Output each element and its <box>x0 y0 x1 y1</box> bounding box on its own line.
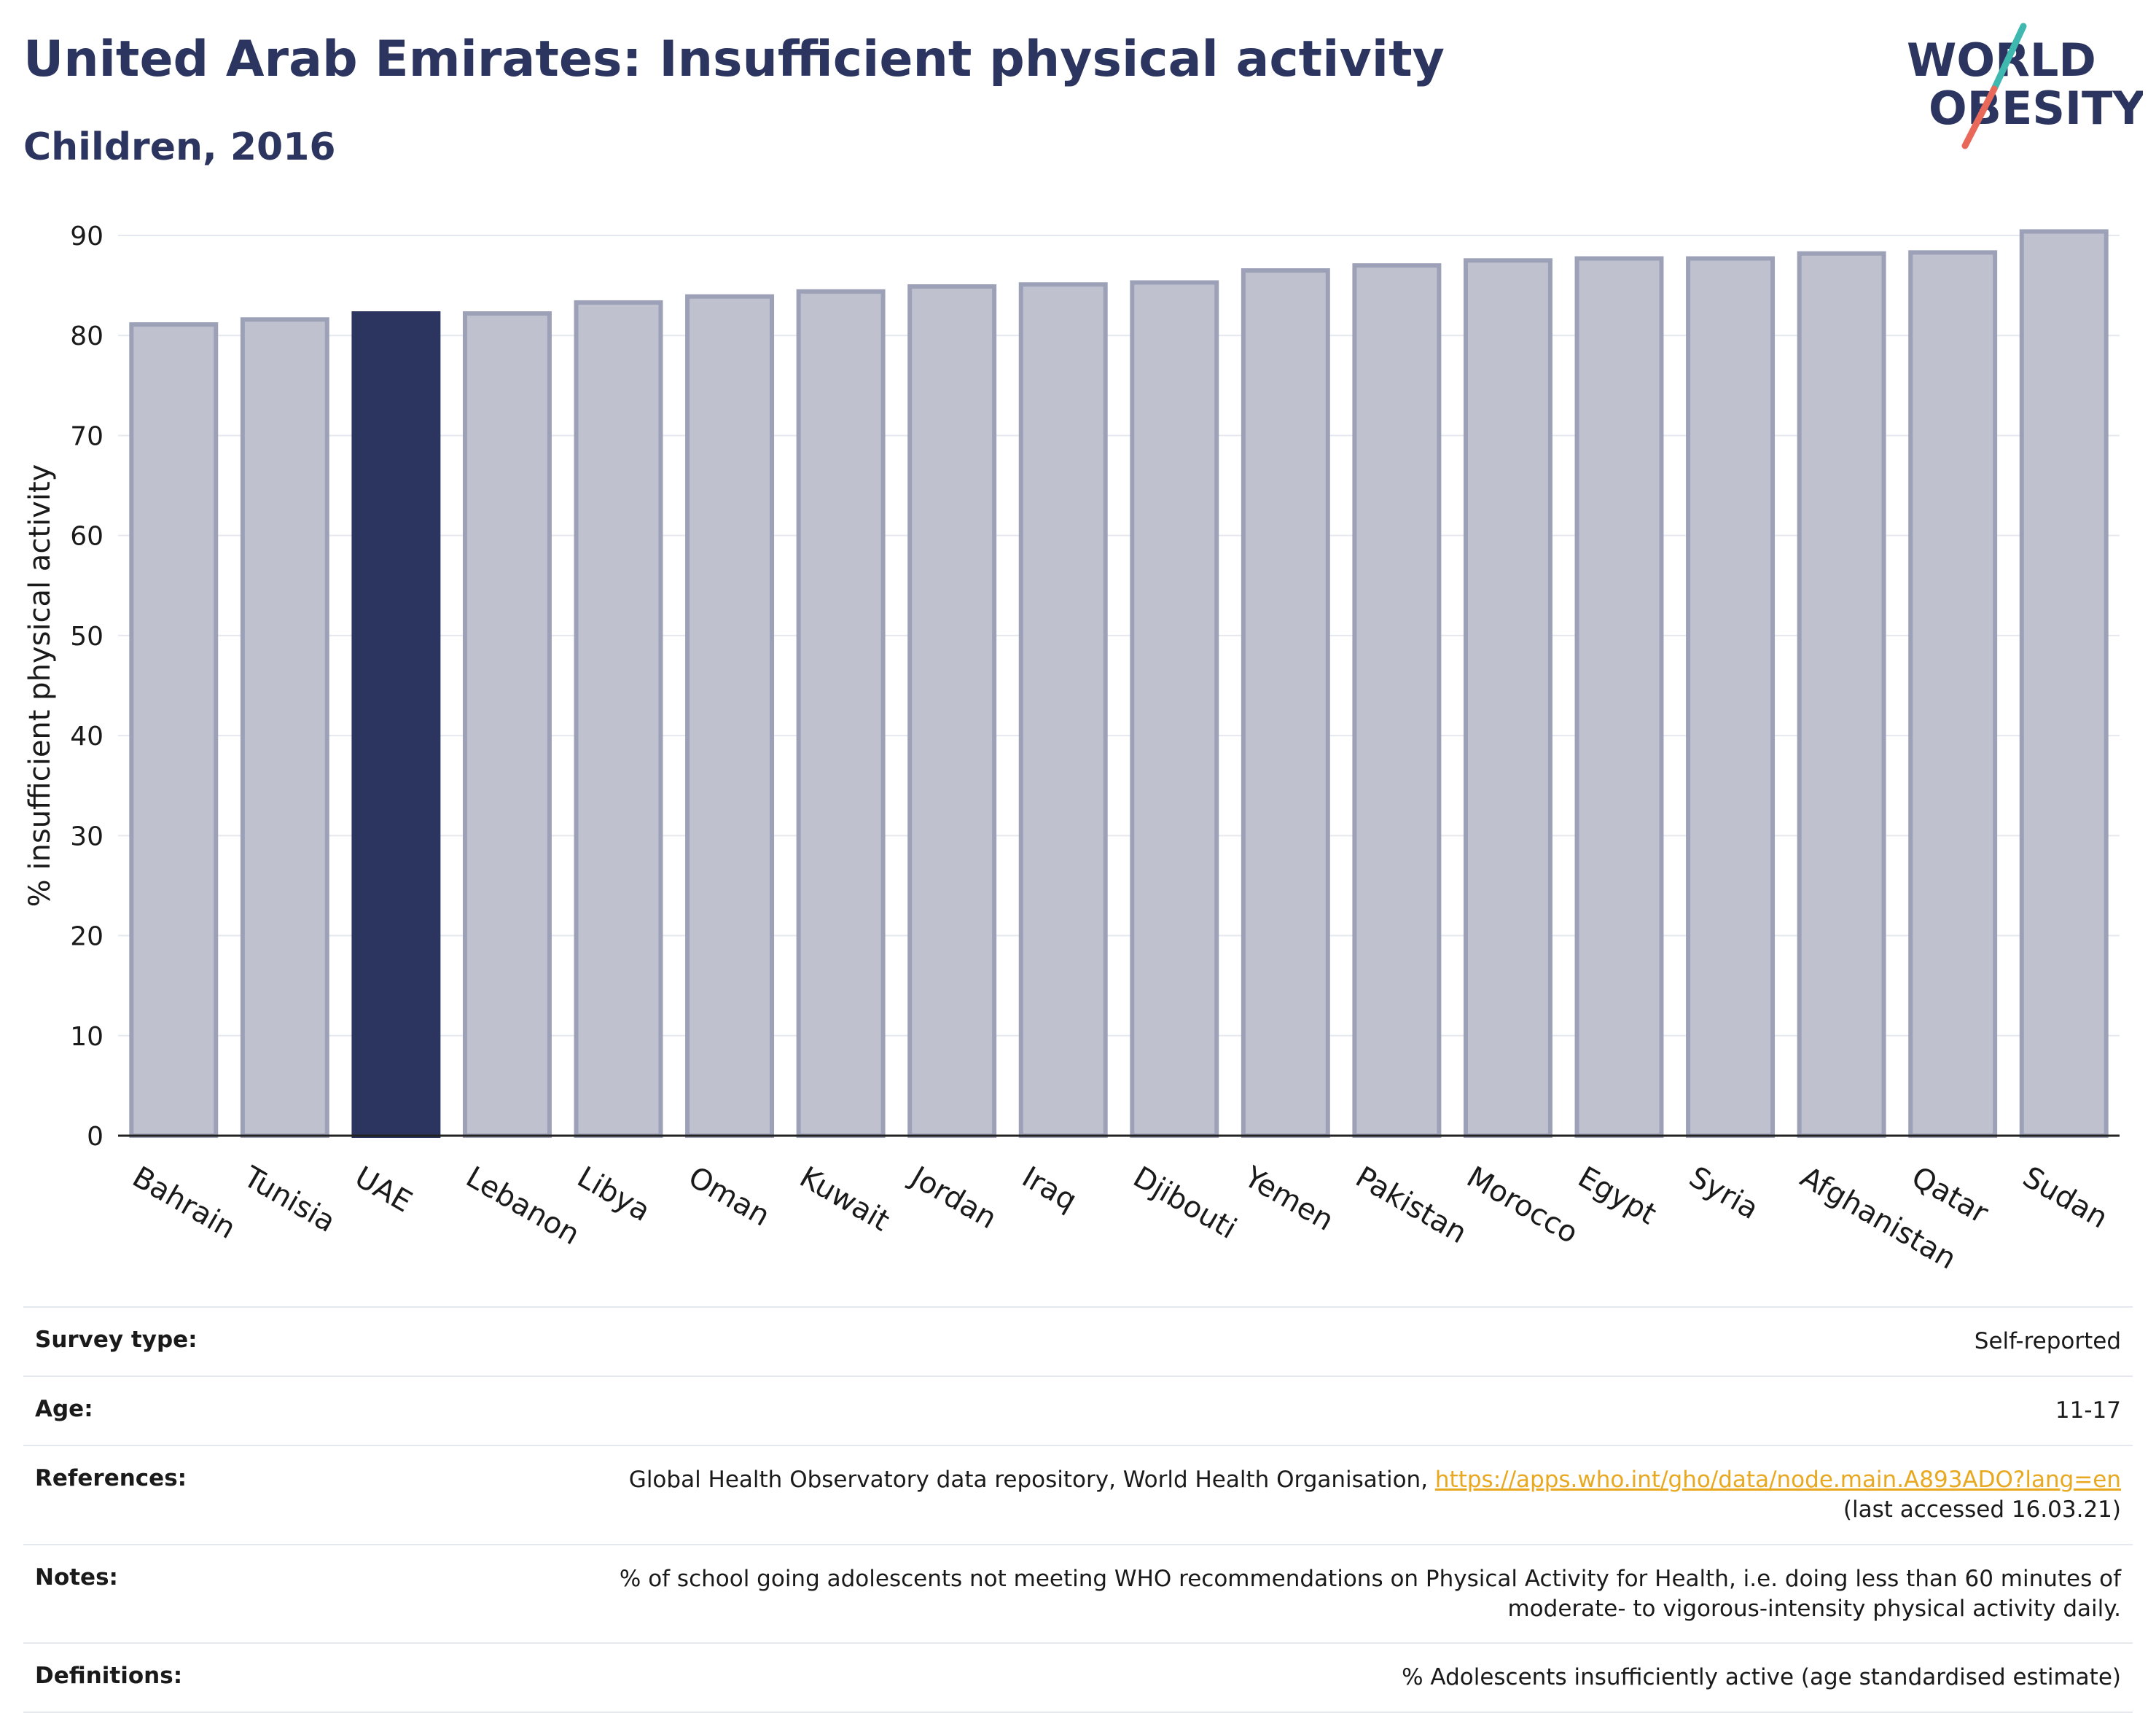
notes-label: Notes: <box>35 1564 118 1591</box>
info-table: Survey type: Self-reported Age: 11-17 Re… <box>23 1306 2133 1713</box>
y-axis-label: % insufficient physical activity <box>23 464 57 908</box>
bar-pakistan <box>1352 263 1442 1139</box>
x-tick-label: Libya <box>571 1160 656 1228</box>
x-tick-label: Lebanon <box>461 1160 585 1252</box>
notes-value: % of school going adolescents not meetin… <box>620 1564 2121 1624</box>
bar-egypt <box>1574 256 1664 1138</box>
logo-slash-red <box>1961 85 1998 149</box>
survey-type-value: Self-reported <box>1974 1328 2121 1354</box>
bar-uae <box>351 311 441 1139</box>
y-tick-label: 80 <box>70 321 103 351</box>
bar-oman <box>685 294 775 1138</box>
age-row: Age: 11-17 <box>23 1375 2133 1445</box>
bar-libya <box>574 300 663 1139</box>
notes-row: Notes: % of school going adolescents not… <box>23 1543 2133 1643</box>
survey-type-row: Survey type: Self-reported <box>23 1306 2133 1376</box>
x-tick-label: Qatar <box>1906 1160 1994 1230</box>
x-tick-label: Syria <box>1684 1160 1765 1226</box>
bar-iraq <box>1018 282 1108 1138</box>
y-tick-label: 20 <box>70 922 103 952</box>
y-tick-label: 50 <box>70 622 103 652</box>
age-label: Age: <box>35 1395 93 1422</box>
x-tick-label: Bahrain <box>127 1160 241 1246</box>
notes-line1: % of school going adolescents not meetin… <box>619 1565 2121 1592</box>
bar-afghanistan <box>1797 251 1886 1139</box>
x-tick-label: Djibouti <box>1128 1160 1242 1246</box>
references-link[interactable]: https://apps.who.int/gho/data/node.main.… <box>1434 1466 2121 1493</box>
x-tick-label: UAE <box>349 1160 418 1220</box>
bar-lebanon <box>462 311 552 1139</box>
definitions-value: % Adolescents insufficiently active (age… <box>1402 1664 2121 1691</box>
x-tick-label: Iraq <box>1016 1160 1082 1218</box>
bar-kuwait <box>796 289 886 1138</box>
definitions-label: Definitions: <box>35 1663 183 1690</box>
references-text: Global Health Observatory data repositor… <box>628 1466 1435 1493</box>
y-tick-label: 10 <box>70 1022 103 1052</box>
bar-bahrain <box>129 322 219 1138</box>
bar-tunisia <box>240 317 329 1138</box>
bar-qatar <box>1908 250 1998 1139</box>
x-tick-label: Jordan <box>903 1159 1002 1236</box>
references-value: Global Health Observatory data repositor… <box>629 1465 2121 1525</box>
x-tick-label: Egypt <box>1572 1160 1662 1232</box>
bar-yemen <box>1241 268 1330 1138</box>
x-tick-label: Tunisia <box>238 1160 341 1239</box>
bar-sudan <box>2019 229 2109 1138</box>
y-tick-label: 0 <box>87 1122 103 1152</box>
x-tick-label: Yemen <box>1238 1160 1340 1238</box>
y-tick-labels: 0 10 20 30 40 50 60 70 80 90 <box>70 222 103 1152</box>
references-row: References: Global Health Observatory da… <box>23 1444 2133 1544</box>
survey-type-label: Survey type: <box>35 1327 198 1353</box>
bars <box>129 229 2109 1139</box>
page-title: United Arab Emirates: Insufficient physi… <box>23 31 1445 88</box>
y-tick-label: 30 <box>70 822 103 851</box>
x-tick-label: Morocco <box>1461 1160 1584 1251</box>
age-value: 11-17 <box>2055 1397 2121 1424</box>
bar-syria <box>1686 256 1776 1138</box>
y-tick-label: 60 <box>70 522 103 552</box>
bar-djibouti <box>1130 280 1219 1139</box>
notes-line2: moderate- to vigorous-intensity physical… <box>1507 1595 2121 1622</box>
logo-slash-teal <box>1991 23 2027 93</box>
x-tick-label: Pakistan <box>1350 1160 1472 1251</box>
logo-line2: OBESITY <box>1929 82 2143 135</box>
references-accessed: (last accessed 16.03.21) <box>1843 1496 2121 1523</box>
y-tick-label: 90 <box>70 222 103 251</box>
definitions-row: Definitions: % Adolescents insufficientl… <box>23 1642 2133 1713</box>
x-tick-label: Sudan <box>2017 1160 2113 1236</box>
page-subtitle: Children, 2016 <box>23 125 336 169</box>
y-tick-label: 70 <box>70 421 103 451</box>
references-label: References: <box>35 1464 187 1491</box>
bar-morocco <box>1463 258 1552 1139</box>
x-tick-label: Kuwait <box>794 1160 895 1238</box>
x-tick-label: Oman <box>683 1160 776 1233</box>
y-tick-label: 40 <box>70 722 103 752</box>
bar-jordan <box>907 284 997 1139</box>
world-obesity-logo: WORLD OBESITY <box>1907 23 2143 149</box>
